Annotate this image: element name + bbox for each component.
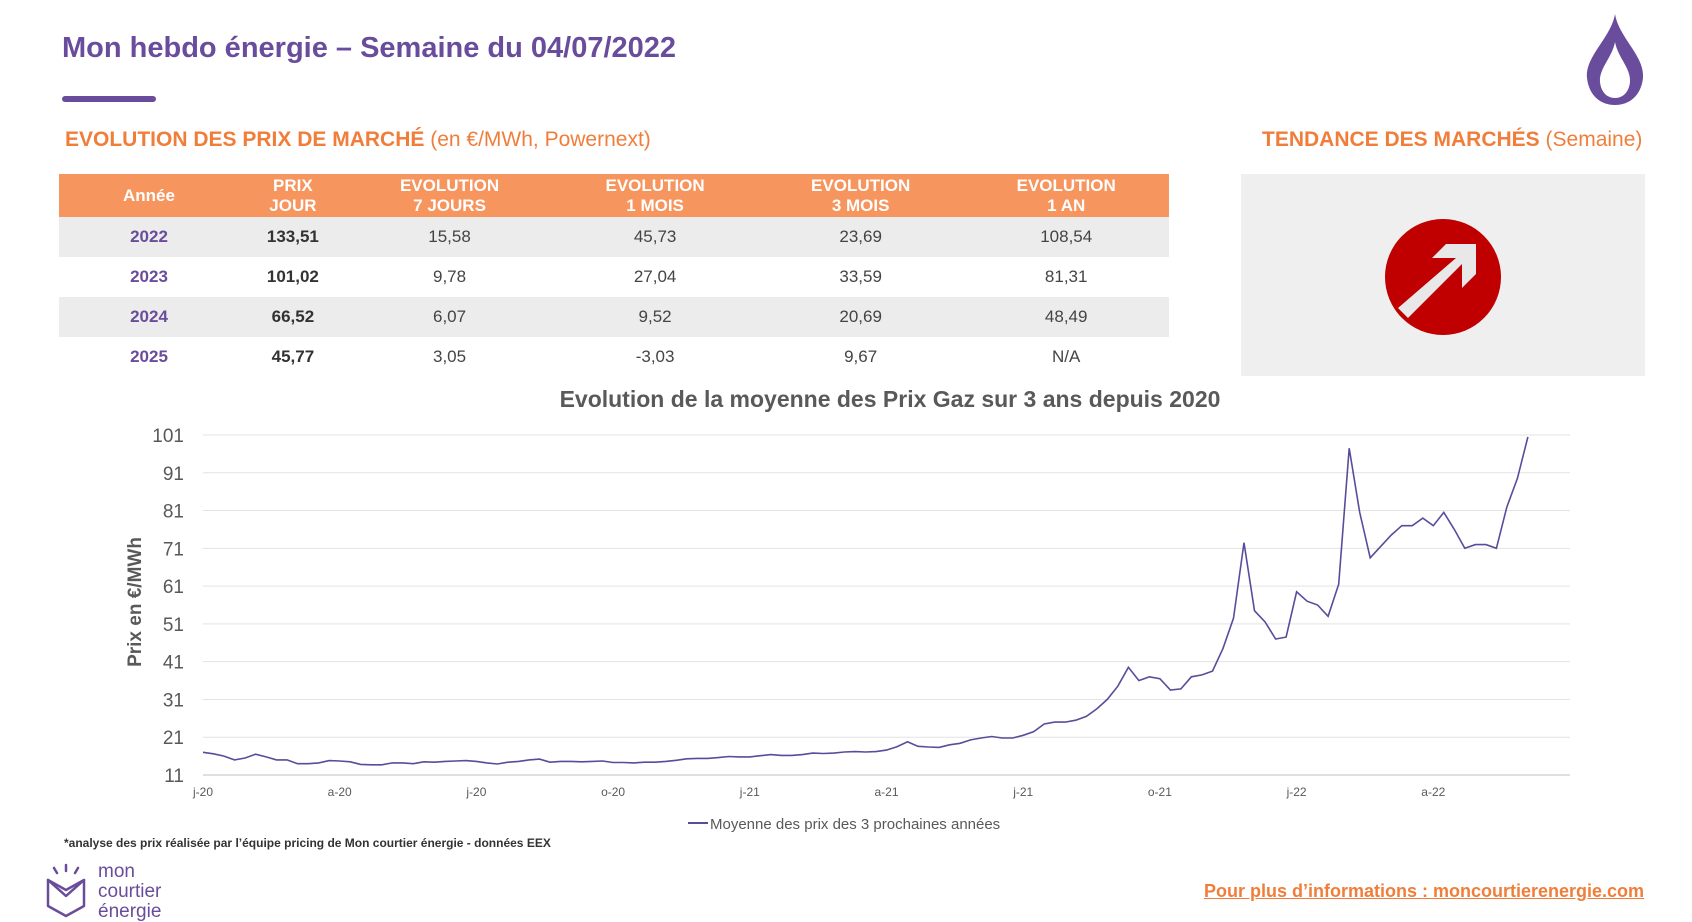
cell-evol-1y: N/A bbox=[1052, 347, 1081, 366]
market-trend-title-bold: TENDANCE DES MARCHÉS bbox=[1262, 128, 1540, 151]
cell-evol-1y: 48,49 bbox=[963, 297, 1169, 337]
y-tick-label: 21 bbox=[163, 728, 184, 749]
chart-legend: Moyenne des prix des 3 prochaines années bbox=[688, 816, 1000, 833]
logo-line: mon bbox=[98, 861, 135, 882]
table-row: 2024 66,52 6,07 9,52 20,69 48,49 bbox=[59, 297, 1169, 337]
footnote: *analyse des prix réalisée par l’équipe … bbox=[64, 836, 551, 850]
y-tick-label: 71 bbox=[163, 539, 184, 560]
y-tick-label: 101 bbox=[152, 426, 184, 447]
cell-year: 2022 bbox=[59, 217, 239, 257]
cell-year: 2023 bbox=[130, 267, 168, 286]
market-prices-table: Année PRIX JOUR EVOLUTION 7 JOURS EVOLUTIO… bbox=[59, 174, 1169, 377]
series-line bbox=[202, 436, 1529, 766]
cell-evol-3m: 33,59 bbox=[839, 267, 882, 286]
cell-evol-7d: 15,58 bbox=[346, 217, 553, 257]
logo-line: courtier bbox=[98, 881, 162, 902]
x-tick-label: a-20 bbox=[328, 785, 352, 799]
x-tick-label: j-21 bbox=[1012, 785, 1033, 799]
y-tick-label: 81 bbox=[163, 502, 184, 523]
cell-evol-7d: 6,07 bbox=[346, 297, 553, 337]
cell-evol-7d: 3,05 bbox=[432, 347, 467, 366]
y-tick-label: 31 bbox=[163, 690, 184, 711]
cell-evol-3m: 23,69 bbox=[757, 217, 964, 257]
cell-day-price: 45,77 bbox=[271, 347, 315, 366]
x-tick-label: j-20 bbox=[192, 785, 213, 799]
cell-evol-1m: 45,73 bbox=[552, 217, 758, 257]
website-link[interactable]: Pour plus d’informations : moncourtieren… bbox=[1204, 881, 1645, 901]
flame-icon bbox=[1586, 14, 1644, 105]
x-tick-label: o-21 bbox=[1148, 785, 1172, 799]
cell-evol-7d: 9,78 bbox=[432, 267, 467, 286]
col-header-evol-7d: EVOLUTION 7 JOURS bbox=[346, 174, 553, 217]
y-axis-ticks: 11 21 31 41 51 61 71 81 91 101 bbox=[152, 426, 184, 787]
table-row: 2025 45,77 3,05 -3,03 9,67 N/A bbox=[59, 337, 1169, 377]
cell-evol-1y: 81,31 bbox=[1044, 267, 1088, 286]
brand-logo-text: mon courtier énergie bbox=[98, 862, 161, 922]
y-tick-label: 91 bbox=[163, 464, 184, 485]
y-tick-label: 61 bbox=[163, 577, 184, 598]
market-trend-title-period: (Semaine) bbox=[1545, 128, 1643, 151]
col-header-day-price: PRIX JOUR bbox=[239, 174, 347, 217]
y-tick-label: 51 bbox=[163, 615, 184, 636]
market-prices-title-bold: EVOLUTION DES PRIX DE MARCHÉ bbox=[65, 128, 425, 151]
legend-label: Moyenne des prix des 3 prochaines années bbox=[710, 816, 1000, 833]
x-tick-label: a-22 bbox=[1421, 785, 1445, 799]
market-trend-title: TENDANCE DES MARCHÉS (Semaine) bbox=[1262, 128, 1642, 152]
col-header-year: Année bbox=[59, 174, 239, 217]
cell-evol-3m: 9,67 bbox=[844, 347, 878, 366]
y-tick-label: 41 bbox=[163, 653, 184, 674]
cell-day-price: 66,52 bbox=[239, 297, 347, 337]
col-header-evol-1m: EVOLUTION 1 MOIS bbox=[552, 174, 758, 217]
col-header-evol-1y: EVOLUTION 1 AN bbox=[963, 174, 1169, 217]
cell-evol-1m: 9,52 bbox=[552, 297, 758, 337]
market-prices-title-unit: (en €/MWh, Powernext) bbox=[430, 128, 651, 151]
x-tick-label: j-22 bbox=[1286, 785, 1307, 799]
x-tick-label: a-21 bbox=[874, 785, 898, 799]
cell-day-price: 101,02 bbox=[266, 267, 319, 286]
cell-evol-1m: 27,04 bbox=[633, 267, 677, 286]
cell-year: 2024 bbox=[59, 297, 239, 337]
table-row: 2023 101,02 9,78 27,04 33,59 81,31 bbox=[59, 257, 1169, 297]
logo-line: énergie bbox=[98, 901, 162, 922]
title-underline bbox=[62, 96, 156, 102]
y-tick-label: 11 bbox=[164, 766, 184, 787]
cell-year: 2025 bbox=[130, 347, 168, 366]
cell-evol-1y: 108,54 bbox=[963, 217, 1169, 257]
y-axis-label: Prix en €/MWh bbox=[125, 537, 146, 667]
chart-gridlines bbox=[203, 434, 1570, 776]
page-title: Mon hebdo énergie – Semaine du 04/07/202… bbox=[62, 32, 677, 64]
envelope-logo-icon bbox=[46, 863, 86, 918]
arrow-up-right-icon bbox=[1385, 219, 1501, 335]
cell-evol-3m: 20,69 bbox=[757, 297, 964, 337]
x-tick-label: o-20 bbox=[601, 785, 625, 799]
cell-evol-1m: -3,03 bbox=[635, 347, 675, 366]
x-tick-label: j-20 bbox=[465, 785, 486, 799]
x-tick-label: j-21 bbox=[739, 785, 760, 799]
market-prices-title: EVOLUTION DES PRIX DE MARCHÉ (en €/MWh, … bbox=[65, 128, 651, 152]
table-header-row: Année PRIX JOUR EVOLUTION 7 JOURS EVOLUTIO… bbox=[59, 174, 1169, 217]
x-axis-ticks: j-20 a-20 j-20 o-20 j-21 a-21 j-21 o-21 j-22 a-22 bbox=[192, 785, 1446, 799]
col-header-evol-3m: EVOLUTION 3 MOIS bbox=[757, 174, 964, 217]
table-row: 2022 133,51 15,58 45,73 23,69 108,54 bbox=[59, 217, 1169, 257]
cell-day-price: 133,51 bbox=[239, 217, 347, 257]
chart-title: Evolution de la moyenne des Prix Gaz sur… bbox=[559, 386, 1221, 412]
